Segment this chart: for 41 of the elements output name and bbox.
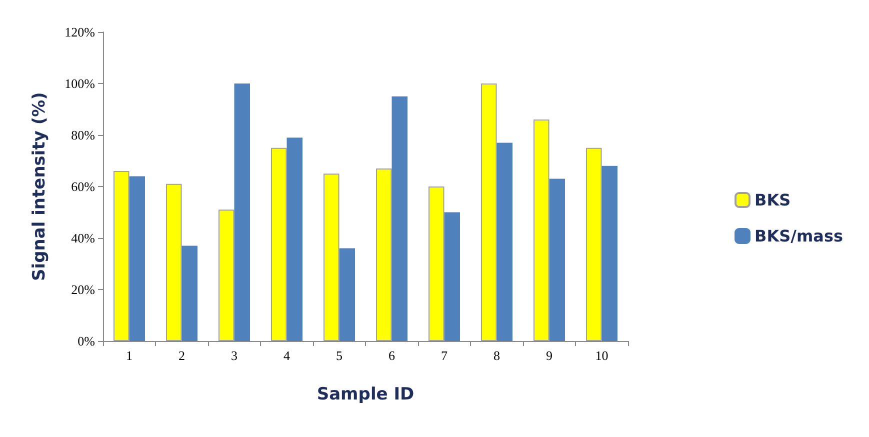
bar bbox=[586, 148, 602, 341]
x-tick-label: 3 bbox=[231, 348, 238, 363]
bar bbox=[218, 210, 234, 341]
bar bbox=[271, 148, 287, 341]
y-tick-label: 20% bbox=[71, 282, 96, 297]
bar bbox=[481, 84, 497, 341]
x-axis-title: Sample ID bbox=[316, 384, 414, 404]
legend-label: BKS bbox=[754, 190, 791, 210]
x-tick-label: 5 bbox=[336, 348, 342, 363]
bar bbox=[166, 184, 182, 341]
bar bbox=[444, 212, 460, 341]
y-tick-label: 0% bbox=[78, 334, 96, 348]
x-tick-label: 2 bbox=[178, 348, 185, 363]
x-tick-label: 10 bbox=[595, 348, 608, 363]
bar bbox=[129, 176, 145, 341]
bar bbox=[234, 84, 250, 341]
y-tick-label: 100% bbox=[64, 76, 96, 91]
bar bbox=[114, 171, 130, 341]
y-tick-label: 120% bbox=[64, 24, 96, 40]
bar bbox=[549, 178, 565, 341]
y-tick-label: 40% bbox=[71, 230, 96, 246]
bar bbox=[496, 142, 512, 341]
bar bbox=[339, 248, 355, 341]
x-tick-label: 6 bbox=[388, 348, 396, 363]
bar bbox=[286, 138, 302, 341]
y-tick-label: 60% bbox=[71, 179, 96, 194]
x-tick-label: 7 bbox=[441, 348, 448, 363]
bar bbox=[602, 166, 618, 341]
legend-label: BKS/mass bbox=[754, 226, 844, 246]
x-tick-label: 8 bbox=[494, 348, 500, 363]
bar bbox=[428, 186, 444, 341]
bar bbox=[182, 246, 198, 341]
y-axis-title: Signal intensity (%) bbox=[30, 92, 50, 281]
y-tick-label: 80% bbox=[71, 128, 96, 142]
x-tick-label: 1 bbox=[126, 348, 132, 363]
bar bbox=[376, 168, 392, 341]
bar bbox=[324, 174, 340, 341]
x-tick-label: 9 bbox=[546, 348, 552, 363]
bar bbox=[534, 120, 550, 341]
x-tick-label: 4 bbox=[284, 348, 290, 363]
bar bbox=[392, 96, 408, 341]
